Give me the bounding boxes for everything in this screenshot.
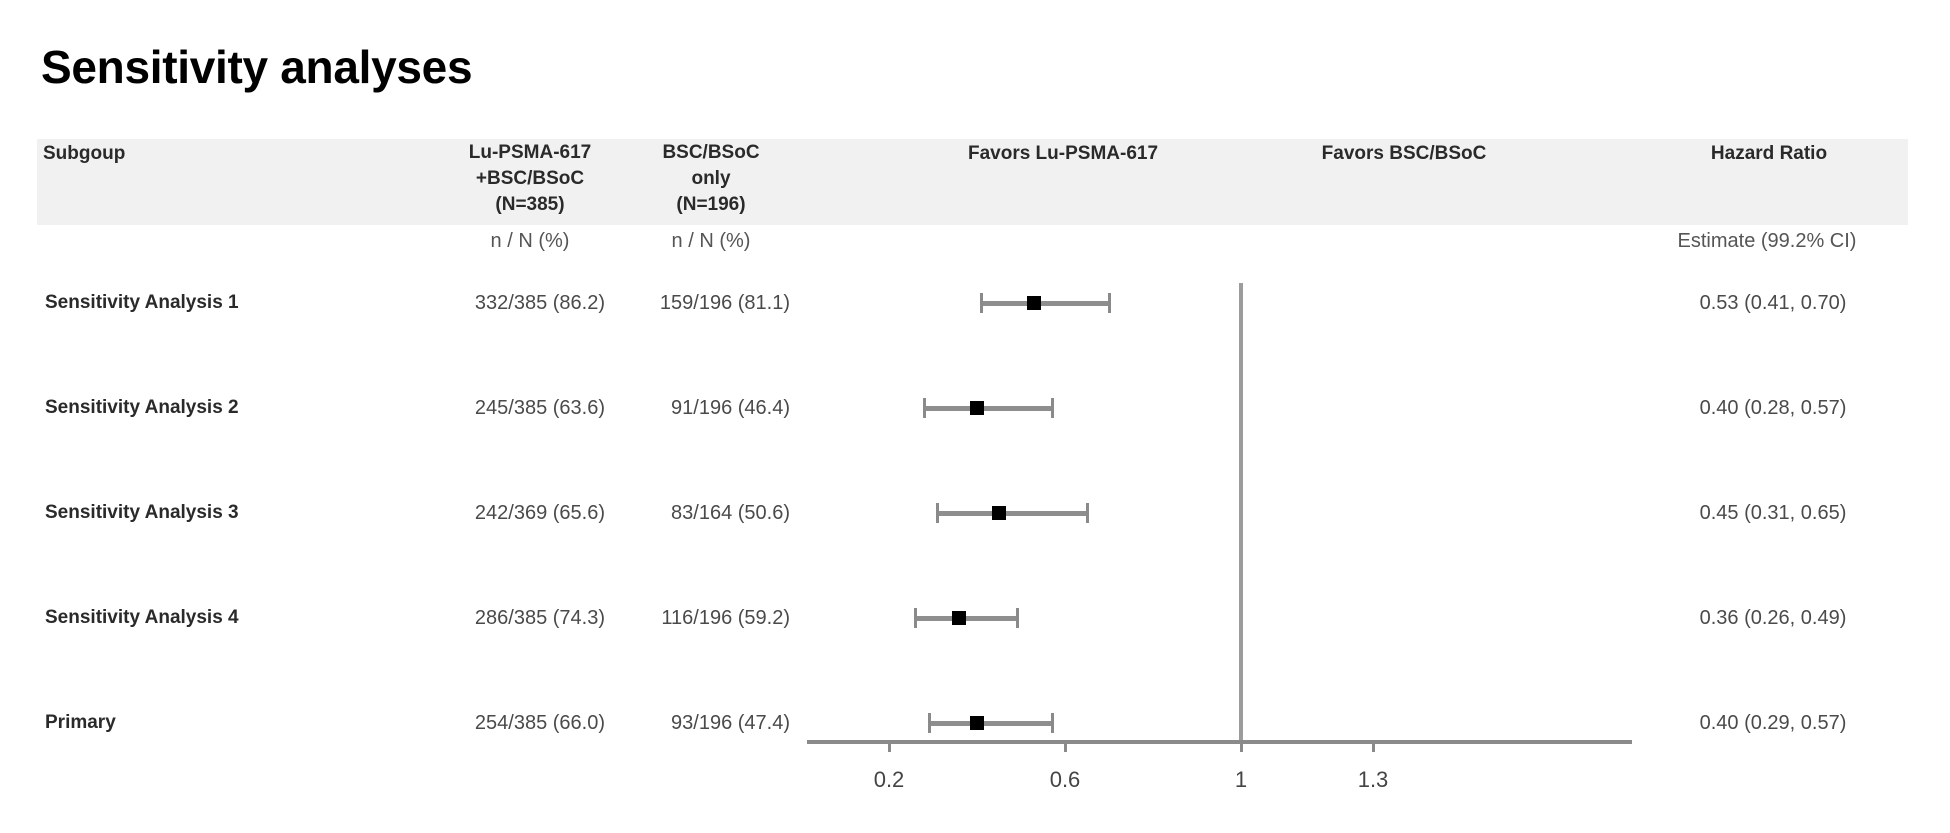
arm2-events: 93/196 (47.4): [671, 712, 790, 734]
header-arm1-line3: (N=385): [495, 194, 565, 215]
tick-label: 0.6: [1049, 767, 1081, 792]
hr-point-marker: [1027, 296, 1042, 310]
x-axis: [807, 740, 1632, 744]
tick-mark: [1372, 742, 1375, 752]
subheader-arm2: n / N (%): [671, 230, 751, 252]
header-arm2-line1: BSC/BSoC: [662, 142, 760, 163]
row-label: Sensitivity Analysis 3: [45, 502, 239, 523]
header-favors-right: Favors BSC/BSoC: [1321, 143, 1487, 164]
row-label: Sensitivity Analysis 2: [45, 397, 239, 418]
row-label: Sensitivity Analysis 1: [45, 292, 239, 313]
ci-lower-cap: [936, 503, 940, 523]
arm1-events: 245/385 (63.6): [474, 397, 605, 419]
arm2-events: 83/164 (50.6): [671, 502, 790, 524]
ci-lower-cap: [980, 293, 984, 313]
tick-mark: [888, 742, 891, 752]
arm1-events: 254/385 (66.0): [474, 712, 605, 734]
arm1-events: 242/369 (65.6): [474, 502, 605, 524]
header-band: [37, 139, 1908, 225]
tick-mark: [1240, 742, 1243, 752]
page-title: Sensitivity analyses: [41, 41, 473, 93]
hr-estimate: 0.36 (0.26, 0.49): [1699, 607, 1847, 629]
header-favors-left: Favors Lu-PSMA-617: [967, 143, 1159, 164]
header-arm2-line2: only: [691, 168, 731, 189]
arm1-events: 286/385 (74.3): [474, 607, 605, 629]
ci-upper-cap: [1050, 713, 1054, 733]
hr-point-marker: [992, 506, 1006, 520]
arm2-events: 116/196 (59.2): [661, 607, 790, 629]
subheader-arm1: n / N (%): [490, 230, 570, 252]
ci-upper-cap: [1108, 293, 1111, 313]
arm2-events: 159/196 (81.1): [659, 292, 790, 314]
header-arm2-line3: (N=196): [676, 194, 746, 215]
row-label: Sensitivity Analysis 4: [45, 607, 239, 628]
ci-lower-cap: [923, 398, 927, 418]
header-hazard-ratio: Hazard Ratio: [1710, 143, 1828, 164]
reference-line: [1239, 283, 1243, 744]
hr-estimate: 0.40 (0.28, 0.57): [1699, 397, 1847, 419]
tick-label: 0.2: [873, 767, 905, 792]
tick-label: 1.3: [1357, 767, 1389, 792]
header-arm1: Lu-PSMA-617 +BSC/BSoC (N=385): [469, 140, 591, 218]
header-arm1-line1: Lu-PSMA-617: [468, 142, 592, 163]
ci-upper-cap: [1015, 608, 1019, 628]
ci-upper-cap: [1050, 398, 1054, 418]
arm2-events: 91/196 (46.4): [671, 397, 790, 419]
ci-line: [928, 721, 1052, 726]
ci-upper-cap: [1086, 503, 1089, 523]
hr-estimate: 0.40 (0.29, 0.57): [1699, 712, 1847, 734]
hr-point-marker: [952, 611, 967, 625]
ci-line: [981, 301, 1109, 306]
ci-line: [937, 511, 1087, 516]
hr-point-marker: [970, 716, 984, 730]
header-arm1-line2: +BSC/BSoC: [475, 168, 585, 189]
hr-estimate: 0.45 (0.31, 0.65): [1699, 502, 1847, 524]
hr-estimate: 0.53 (0.41, 0.70): [1699, 292, 1847, 314]
ci-lower-cap: [914, 608, 918, 628]
subheader-hr: Estimate (99.2% CI): [1677, 230, 1857, 252]
arm1-events: 332/385 (86.2): [474, 292, 605, 314]
tick-label: 1: [1234, 767, 1248, 792]
hr-point-marker: [970, 401, 984, 415]
ci-lower-cap: [927, 713, 931, 733]
row-label: Primary: [45, 712, 116, 733]
tick-mark: [1064, 742, 1067, 752]
header-arm2: BSC/BSoC only (N=196): [662, 140, 759, 218]
ci-line: [924, 406, 1052, 411]
header-subgroup: Subgoup: [43, 143, 126, 164]
